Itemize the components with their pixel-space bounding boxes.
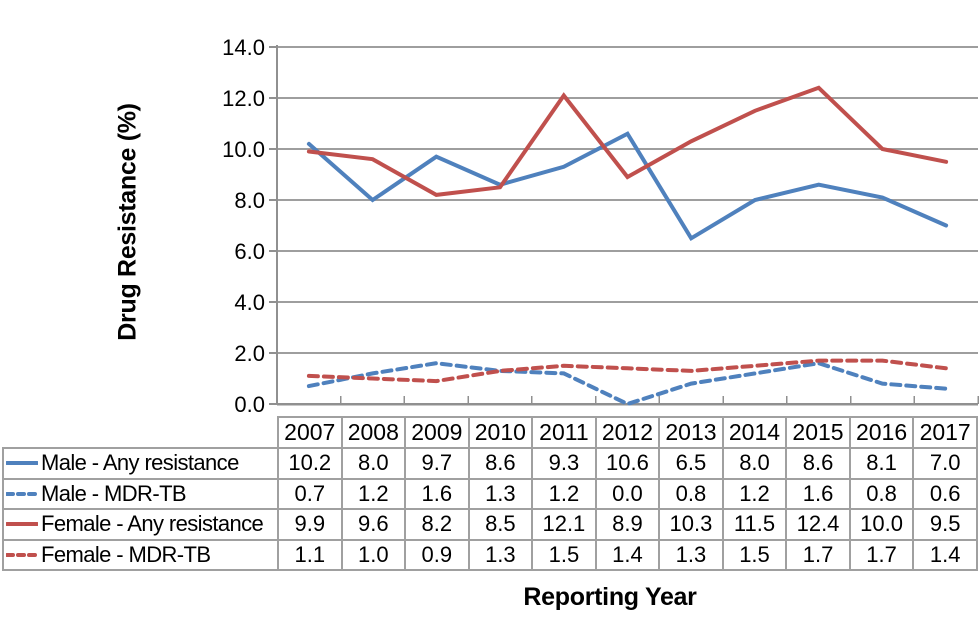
- value-cell: 1.2: [721, 477, 788, 510]
- y-tick-label: 14.0: [222, 35, 265, 60]
- value-cell: 0.7: [277, 477, 343, 510]
- value-cell: 8.5: [467, 508, 534, 541]
- year-header-cell: 2017: [912, 416, 978, 449]
- value-cell: 11.5: [721, 508, 788, 541]
- value-cell: 9.6: [340, 508, 407, 541]
- series-line-female-any-resistance: [306, 85, 949, 197]
- series-name-label: Female - MDR-TB: [41, 541, 211, 567]
- value-cell: 0.9: [404, 538, 470, 571]
- series-name-label: Male - MDR-TB: [41, 480, 187, 506]
- value-cell: 9.5: [912, 508, 978, 541]
- value-cell: 1.3: [658, 538, 724, 571]
- series-line-male-any-resistance: [306, 131, 949, 242]
- value-cell: 12.1: [531, 508, 597, 541]
- value-cell: 6.5: [658, 447, 724, 480]
- value-cell: 0.8: [658, 477, 724, 510]
- value-cell: 1.5: [721, 538, 788, 571]
- series-line-female-mdr-tb: [306, 358, 949, 384]
- value-cell: 9.9: [277, 508, 343, 541]
- value-cell: 1.3: [467, 477, 534, 510]
- y-tick-label: 6.0: [234, 239, 265, 264]
- value-cell: 10.6: [594, 447, 661, 480]
- table-series-row: Male - MDR-TB 0.7 1.2 1.6 1.3 1.2 0.0 0.8 1.2 1.6…: [2, 477, 978, 510]
- series-legend-cell: Female - Any resistance: [2, 508, 279, 541]
- value-cell: 1.4: [594, 538, 661, 571]
- y-tick-label: 4.0: [234, 290, 265, 315]
- value-cell: 1.7: [848, 538, 915, 571]
- value-cell: 8.1: [848, 447, 915, 480]
- value-cell: 9.7: [404, 447, 470, 480]
- series-legend-cell: Female - MDR-TB: [2, 538, 279, 571]
- table-blank-corner: [3, 417, 278, 448]
- year-header-cell: 2015: [785, 416, 851, 449]
- series-legend-cell: Male - Any resistance: [2, 447, 279, 480]
- table-series-row: Male - Any resistance 10.2 8.0 9.7 8.6 9.3 10.…: [2, 447, 978, 480]
- value-cell: 8.6: [785, 447, 851, 480]
- y-axis-tick-labels: 0.0 2.0 4.0 6.0 8.0 10.0 12.0 14.0: [222, 35, 265, 414]
- value-cell: 10.2: [277, 447, 343, 480]
- value-cell: 1.5: [531, 538, 597, 571]
- value-cell: 1.7: [785, 538, 851, 571]
- value-cell: 10.0: [848, 508, 915, 541]
- year-header-cell: 2016: [848, 416, 915, 449]
- year-header-cell: 2007: [277, 416, 343, 449]
- legend-line-icon: [6, 491, 38, 496]
- year-header-cell: 2014: [721, 416, 788, 449]
- value-cell: 8.0: [340, 447, 407, 480]
- value-cell: 10.3: [658, 508, 724, 541]
- legend-line-icon: [6, 461, 38, 466]
- value-cell: 0.0: [594, 477, 661, 510]
- series-name-label: Female - Any resistance: [41, 511, 264, 537]
- value-cell: 0.8: [848, 477, 915, 510]
- year-header-cell: 2013: [658, 416, 724, 449]
- value-cell: 12.4: [785, 508, 851, 541]
- value-cell: 1.3: [467, 538, 534, 571]
- value-cell: 1.1: [277, 538, 343, 571]
- value-cell: 1.4: [912, 538, 978, 571]
- y-axis-title: Drug Resistance (%): [113, 103, 142, 341]
- year-header-cell: 2009: [404, 416, 470, 449]
- y-tick-label: 0.0: [234, 392, 265, 414]
- value-cell: 7.0: [912, 447, 978, 480]
- value-cell: 8.0: [721, 447, 788, 480]
- y-tick-label: 12.0: [222, 86, 265, 111]
- year-header-cell: 2012: [594, 416, 661, 449]
- x-axis-title: Reporting Year: [523, 583, 697, 611]
- series-legend-cell: Male - MDR-TB: [2, 477, 279, 510]
- series-line-male-mdr-tb: [306, 361, 949, 407]
- table-year-header-row: 2007 2008 2009 2010 2011 2012 2013 2014 2015 2016…: [3, 416, 978, 449]
- gridlines: [277, 46, 978, 405]
- y-tick-label: 10.0: [222, 137, 265, 162]
- y-axis-ticks: [269, 46, 277, 405]
- legend-line-icon: [6, 552, 38, 557]
- series-name-label: Male - Any resistance: [41, 450, 239, 476]
- value-cell: 1.6: [785, 477, 851, 510]
- year-header-cell: 2011: [531, 416, 597, 449]
- value-cell: 8.2: [404, 508, 470, 541]
- value-cell: 8.6: [467, 447, 534, 480]
- value-cell: 1.0: [340, 538, 407, 571]
- chart-data-table: 2007 2008 2009 2010 2011 2012 2013 2014 2015 2016…: [2, 416, 978, 571]
- table-series-row: Female - MDR-TB 1.1 1.0 0.9 1.3 1.5 1.4 1.3 1.5 1…: [2, 538, 978, 571]
- value-cell: 0.6: [912, 477, 978, 510]
- line-chart-plot-area: 0.0 2.0 4.0 6.0 8.0 10.0 12.0 14.0: [222, 35, 979, 414]
- table-series-row: Female - Any resistance 9.9 9.6 8.2 8.5 12.1 8…: [2, 508, 978, 541]
- value-cell: 9.3: [531, 447, 597, 480]
- year-header-cell: 2010: [467, 416, 534, 449]
- year-header-cell: 2008: [340, 416, 407, 449]
- value-cell: 1.2: [340, 477, 407, 510]
- value-cell: 1.2: [531, 477, 597, 510]
- y-tick-label: 2.0: [234, 341, 265, 366]
- value-cell: 1.6: [404, 477, 470, 510]
- y-tick-label: 8.0: [234, 188, 265, 213]
- legend-line-icon: [6, 522, 38, 527]
- value-cell: 8.9: [594, 508, 661, 541]
